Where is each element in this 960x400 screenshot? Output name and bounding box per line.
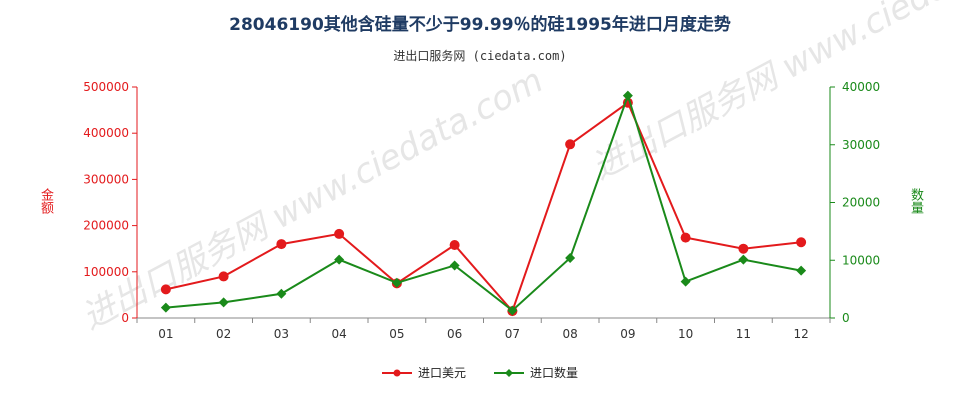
x-tick-label: 08 [562,327,577,341]
data-point-amount [160,284,171,295]
y-right-tick-label: 10000 [842,253,880,267]
x-tick-label: 04 [331,327,346,341]
data-point-amount [276,239,287,250]
x-tick-label: 11 [736,327,751,341]
x-tick-label: 07 [505,327,520,341]
legend-item-quantity[interactable]: 进口数量 [494,364,578,381]
series-line-amount [165,101,802,314]
x-tick-label: 10 [678,327,693,341]
data-point-amount [449,240,460,251]
legend-label: 进口数量 [530,366,579,380]
legend-swatch-amount [381,369,412,376]
data-point-quantity [565,252,576,263]
data-point-amount [565,139,576,150]
data-point-quantity [218,297,229,308]
data-point-quantity [449,260,460,271]
y-left-tick-label: 100000 [83,265,129,279]
legend: 进口美元 进口数量 [0,364,960,381]
data-point-quantity [507,305,518,316]
data-point-quantity [391,277,402,288]
series-line-quantity [165,92,802,312]
y-right-tick-label: 40000 [842,80,880,94]
data-point-amount [796,237,807,248]
y-axis-left-label: 金额 [38,188,53,214]
data-point-quantity [160,302,171,313]
chart-subtitle: 进出口服务网 (ciedata.com) [393,49,567,63]
y-right-tick-label: 0 [842,311,850,325]
y-left-tick-label: 0 [121,311,129,325]
x-tick-label: 05 [389,327,404,341]
y-right-tick-label: 30000 [842,138,880,152]
legend-item-amount[interactable]: 进口美元 [381,364,466,381]
y-left-tick-label: 400000 [83,126,129,140]
y-right-tick-label: 20000 [842,196,880,210]
data-point-quantity [276,288,287,299]
x-tick-label: 06 [447,327,462,341]
legend-swatch-quantity [494,368,524,377]
y-left-tick-label: 200000 [83,219,129,233]
data-point-amount [218,271,229,282]
data-point-quantity [796,265,807,276]
x-tick-label: 12 [793,327,808,341]
data-point-amount [680,232,691,243]
data-point-quantity [622,90,633,101]
data-point-quantity [680,276,691,287]
data-point-quantity [334,254,345,265]
legend-label: 进口美元 [417,366,466,380]
x-tick-label: 03 [274,327,289,341]
chart-title: 28046190其他含硅量不少于99.99％的硅1995年进口月度走势 [229,15,731,35]
y-left-tick-label: 300000 [83,172,129,186]
data-point-amount [334,228,345,239]
data-point-amount [738,243,749,254]
data-point-quantity [738,254,749,265]
x-tick-label: 02 [216,327,231,341]
x-tick-label: 01 [158,327,173,341]
y-left-tick-label: 500000 [83,80,129,94]
x-tick-label: 09 [620,327,635,341]
y-axis-right-label: 数量 [908,188,923,214]
